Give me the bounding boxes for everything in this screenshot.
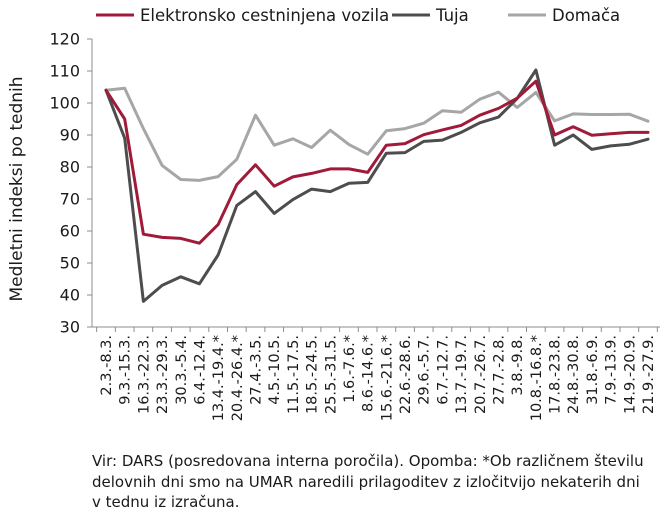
x-tick-label: 27.7.-2.8. <box>491 335 507 405</box>
x-tick-label: 20.4.-26.4.* <box>230 335 246 421</box>
x-tick-label: 14.9.-20.9. <box>622 335 638 414</box>
x-tick-label: 23.3.-29.3. <box>155 335 171 414</box>
y-tick-label: 100 <box>49 94 80 113</box>
x-tick-label: 17.8.-23.8. <box>548 335 564 414</box>
x-tick-label: 15.6.-21.6.* <box>379 335 395 421</box>
x-tick-label: 25.5.-31.5. <box>323 335 339 414</box>
y-tick-label: 60 <box>60 222 80 241</box>
y-tick-label: 40 <box>60 286 80 305</box>
x-tick-label: 11.5.-17.5. <box>286 335 302 414</box>
series-line-tuja <box>104 68 650 303</box>
x-tick-label: 6.4.-12.4. <box>192 335 208 405</box>
x-tick-label: 22.6.-28.6. <box>398 335 414 414</box>
x-tick-label: 3.8.-9.8. <box>510 335 526 396</box>
y-tick-label: 110 <box>49 62 80 81</box>
line-chart: 30 40 50 60 70 80 90 100 110 120 2.3.-8.3. 9.3.-15.… <box>7 6 660 421</box>
x-tick-label: 29.6.-5.7. <box>417 335 433 405</box>
series-line-elektronsko-cestninjena-vozila <box>104 79 650 245</box>
x-tick-label: 7.9.-13.9. <box>604 335 620 405</box>
x-tick-label: 21.9.-27.9. <box>641 335 657 414</box>
x-tick-label: 4.5.-10.5. <box>267 335 283 405</box>
x-tick-label: 18.5.-24.5. <box>305 335 321 414</box>
x-tick-label: 13.7.-19.7. <box>454 335 470 414</box>
series-line-domaca <box>104 86 650 182</box>
x-tick-label: 1.6.-7.6.* <box>342 335 358 403</box>
x-tick-label: 6.7.-12.7. <box>435 335 451 405</box>
x-tick-label: 8.6.-14.6.* <box>361 335 377 412</box>
x-tick-label: 27.4.-3.5. <box>249 335 265 405</box>
y-tick-label: 120 <box>49 30 80 49</box>
x-tick-label: 10.8.-16.8.* <box>529 335 545 421</box>
y-axis-label: Medletni indeksi po tednih <box>7 76 27 301</box>
y-tick-label: 50 <box>60 254 80 273</box>
source-note: Vir: DARS (posredovana interna poročila)… <box>92 452 644 511</box>
y-tick-label: 90 <box>60 126 80 145</box>
x-tick-label: 20.7.-26.7. <box>473 335 489 414</box>
x-tick-label: 13.4.-19.4.* <box>211 335 227 421</box>
x-tick-label: 2.3.-8.3. <box>99 335 115 396</box>
y-tick-label: 30 <box>60 318 80 337</box>
x-tick-label: 24.8.-30.8. <box>566 335 582 414</box>
y-tick-label: 80 <box>60 158 80 177</box>
x-tick-label: 31.8.-6.9. <box>585 335 601 405</box>
legend-label: Elektronsko cestninjena vozila <box>140 6 389 25</box>
y-tick-label: 70 <box>60 190 80 209</box>
x-tick-label: 30.3.-5.4. <box>174 335 190 405</box>
x-tick-label: 9.3.-15.3. <box>118 335 134 405</box>
legend-label: Tuja <box>435 6 469 25</box>
x-tick-label: 16.3.-22.3. <box>136 335 152 414</box>
legend-label: Domača <box>552 6 620 25</box>
